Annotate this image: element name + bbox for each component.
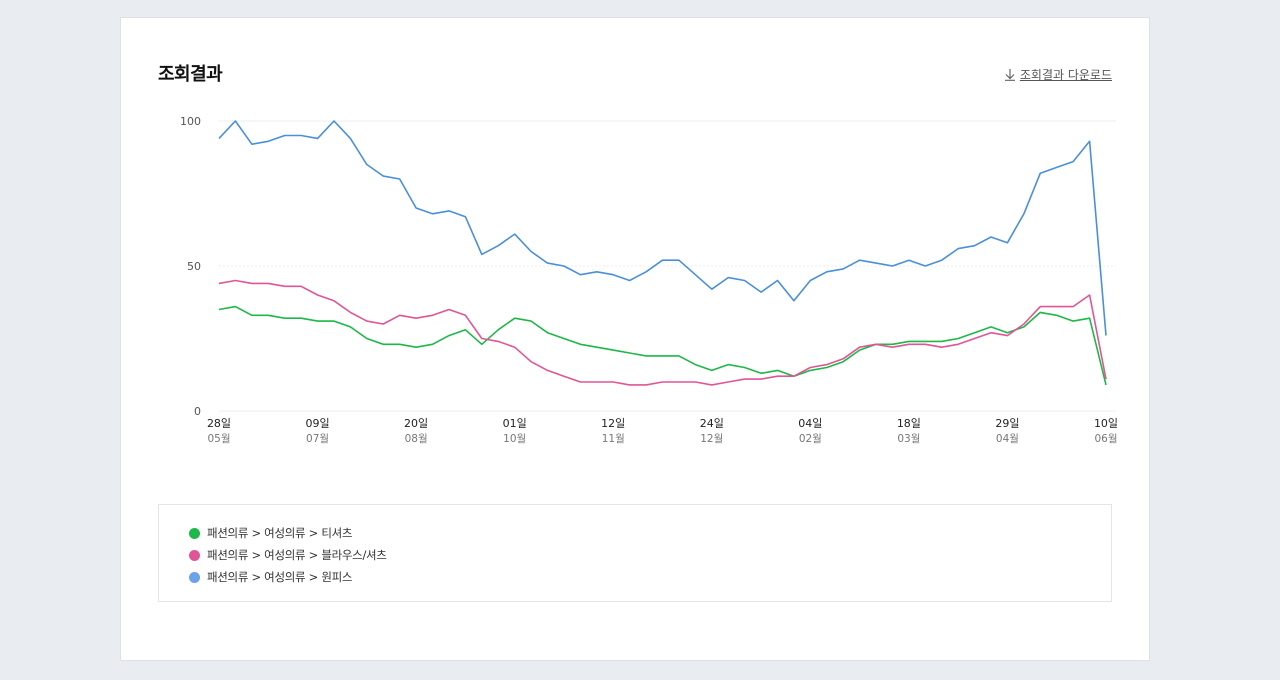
x-tick-label-day: 04일 xyxy=(798,416,822,430)
x-tick-label-day: 24일 xyxy=(700,416,724,430)
legend-label: 패션의류 > 여성의류 > 티셔츠 xyxy=(207,526,353,540)
x-tick-label-day: 10일 xyxy=(1094,416,1118,430)
download-icon xyxy=(1004,69,1015,81)
x-tick-label-month: 11월 xyxy=(602,433,625,445)
legend-item[interactable]: 패션의류 > 여성의류 > 블라우스/셔츠 xyxy=(189,544,1111,566)
y-tick-label: 50 xyxy=(187,260,201,273)
series-line-2 xyxy=(218,279,1107,386)
legend-item[interactable]: 패션의류 > 여성의류 > 원피스 xyxy=(189,566,1111,588)
x-tick-label-month: 12월 xyxy=(700,433,723,445)
x-tick-label-month: 05월 xyxy=(207,433,230,445)
panel-title: 조회결과 xyxy=(158,64,223,85)
x-tick-label-day: 28일 xyxy=(207,416,231,430)
x-tick-label-month: 08월 xyxy=(405,433,428,445)
x-tick-label-month: 04월 xyxy=(996,433,1019,445)
x-tick-label-month: 07월 xyxy=(306,433,329,445)
x-tick-label-day: 29일 xyxy=(995,416,1019,430)
download-results-button[interactable]: 조회결과 다운로드 xyxy=(1004,66,1112,83)
x-tick-label-day: 20일 xyxy=(404,416,428,430)
x-tick-label-day: 01일 xyxy=(503,416,527,430)
y-tick-label: 100 xyxy=(180,115,201,128)
x-tick-label-month: 06월 xyxy=(1094,433,1117,445)
legend-dot-icon xyxy=(189,527,200,539)
results-panel: 조회결과 조회결과 다운로드 0 50 100 28일 05월 09일 07월 20일 08월 0… xyxy=(120,17,1150,661)
chart-legend: 패션의류 > 여성의류 > 티셔츠 패션의류 > 여성의류 > 블라우스/셔츠 … xyxy=(158,504,1112,602)
legend-dot-icon xyxy=(189,571,200,583)
legend-label: 패션의류 > 여성의류 > 블라우스/셔츠 xyxy=(207,548,387,562)
legend-dot-icon xyxy=(189,549,200,561)
download-label: 조회결과 다운로드 xyxy=(1019,68,1112,82)
line-chart: 0 50 100 28일 05월 09일 07월 20일 08월 01일 10월 12일 11월 24일 1… xyxy=(180,115,1118,445)
y-tick-label: 0 xyxy=(194,405,201,418)
series-line-1 xyxy=(218,305,1107,386)
legend-item[interactable]: 패션의류 > 여성의류 > 티셔츠 xyxy=(189,522,1111,544)
x-tick-label-month: 03월 xyxy=(897,433,920,445)
x-tick-label-month: 02월 xyxy=(799,433,822,445)
x-tick-label-day: 18일 xyxy=(897,416,921,430)
series-line-3 xyxy=(218,120,1107,336)
x-tick-label-day: 12일 xyxy=(601,416,625,430)
legend-label: 패션의류 > 여성의류 > 원피스 xyxy=(207,570,353,584)
x-tick-label-month: 10월 xyxy=(503,433,526,445)
x-tick-label-day: 09일 xyxy=(305,416,329,430)
